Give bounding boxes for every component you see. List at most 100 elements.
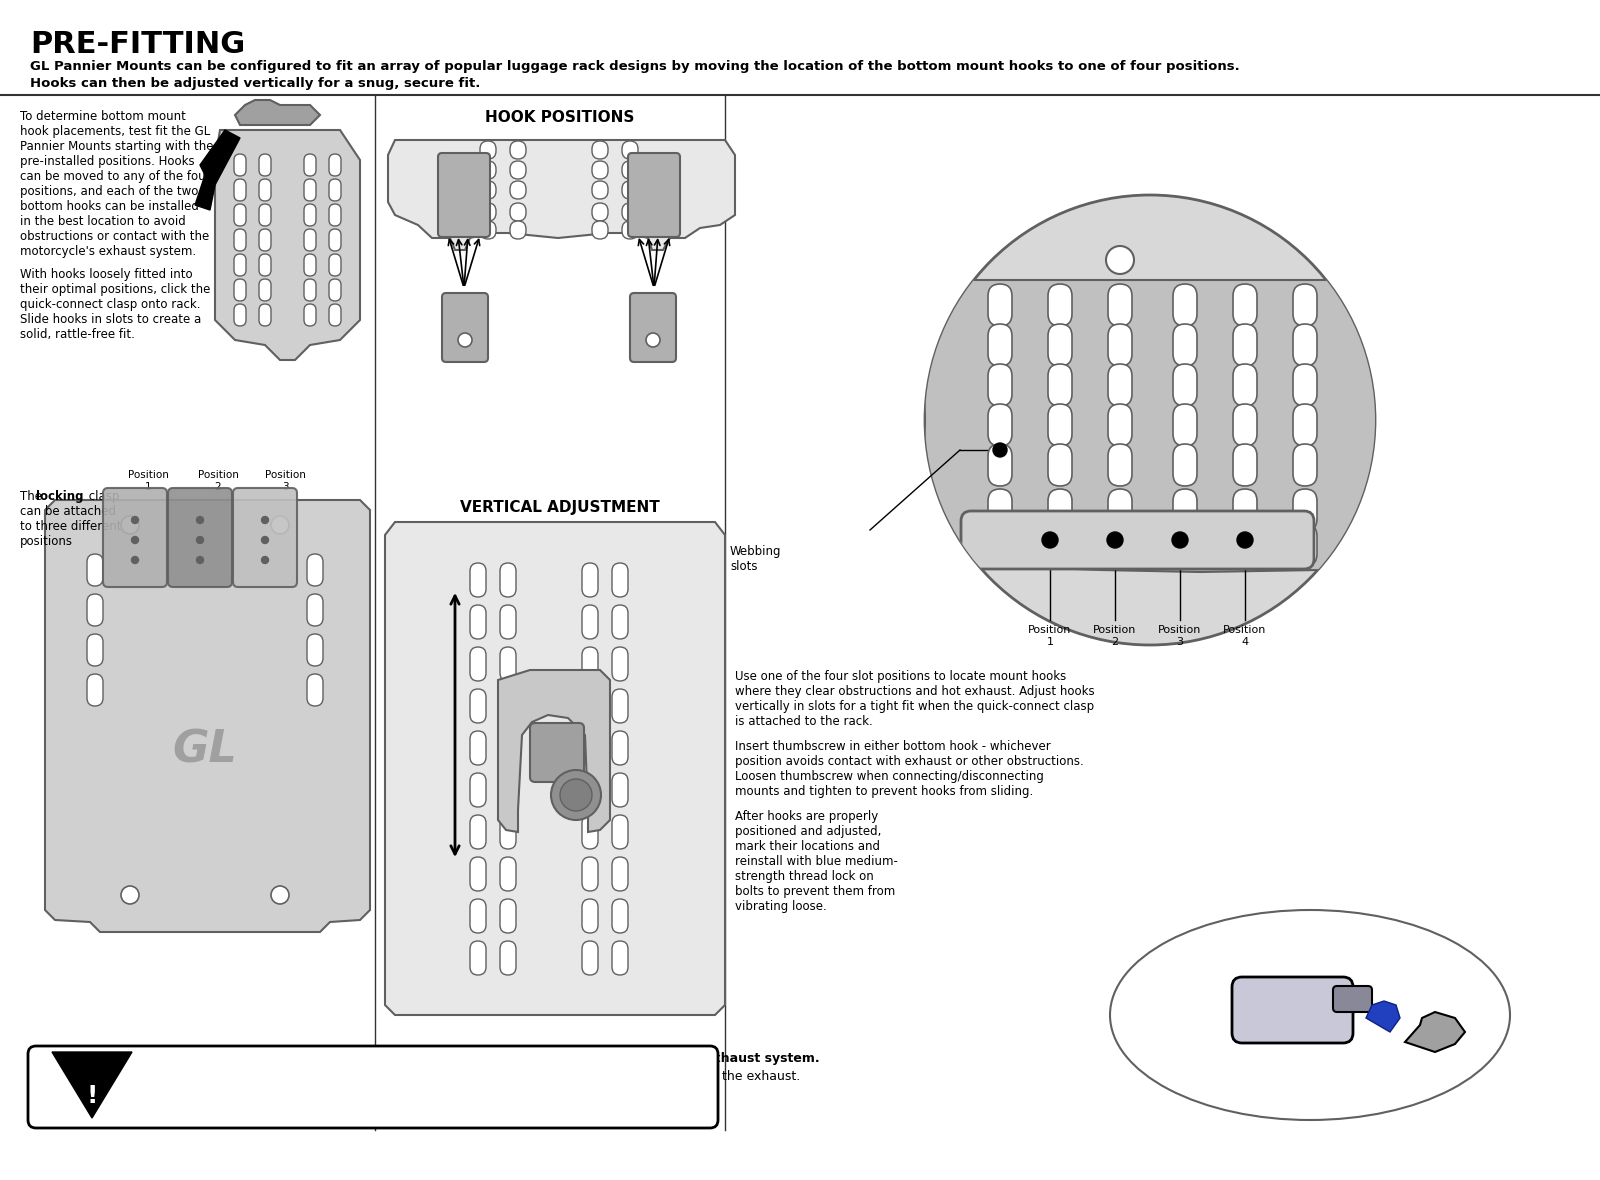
Text: locking: locking — [35, 490, 83, 503]
FancyBboxPatch shape — [480, 160, 496, 179]
FancyBboxPatch shape — [470, 815, 486, 848]
FancyBboxPatch shape — [582, 689, 598, 723]
FancyBboxPatch shape — [168, 489, 232, 586]
Circle shape — [1237, 532, 1253, 548]
FancyBboxPatch shape — [234, 229, 246, 251]
FancyBboxPatch shape — [510, 203, 526, 221]
FancyBboxPatch shape — [592, 140, 608, 159]
FancyBboxPatch shape — [611, 730, 627, 765]
Text: Position
3: Position 3 — [264, 470, 306, 492]
FancyBboxPatch shape — [304, 155, 317, 176]
Text: to three different: to three different — [19, 520, 122, 533]
FancyBboxPatch shape — [1293, 489, 1317, 531]
Polygon shape — [195, 130, 240, 210]
Text: hook placements, test fit the GL: hook placements, test fit the GL — [19, 125, 210, 138]
FancyBboxPatch shape — [259, 155, 270, 176]
FancyBboxPatch shape — [330, 204, 341, 227]
Text: Use one of the four slot positions to locate mount hooks: Use one of the four slot positions to lo… — [734, 670, 1066, 683]
FancyBboxPatch shape — [307, 594, 323, 627]
FancyBboxPatch shape — [611, 563, 627, 597]
FancyBboxPatch shape — [330, 155, 341, 176]
FancyBboxPatch shape — [1234, 524, 1258, 566]
FancyBboxPatch shape — [1293, 284, 1317, 326]
Text: their optimal positions, click the: their optimal positions, click the — [19, 283, 210, 296]
FancyBboxPatch shape — [582, 899, 598, 933]
Text: Position
2: Position 2 — [197, 470, 238, 492]
FancyBboxPatch shape — [611, 647, 627, 681]
FancyBboxPatch shape — [989, 363, 1013, 406]
Text: Webbing
slots: Webbing slots — [730, 545, 781, 573]
FancyBboxPatch shape — [1107, 324, 1133, 366]
FancyBboxPatch shape — [582, 605, 598, 640]
Text: GL Pannier Mounts can be configured to fit an array of popular luggage rack desi: GL Pannier Mounts can be configured to f… — [30, 60, 1240, 73]
Circle shape — [197, 537, 203, 544]
FancyBboxPatch shape — [510, 181, 526, 199]
FancyBboxPatch shape — [989, 404, 1013, 446]
FancyBboxPatch shape — [622, 181, 638, 199]
Text: mounts and tighten to prevent hooks from sliding.: mounts and tighten to prevent hooks from… — [734, 785, 1034, 798]
Text: HOOK POSITIONS: HOOK POSITIONS — [485, 110, 635, 125]
Circle shape — [560, 779, 592, 811]
Circle shape — [270, 886, 290, 904]
Circle shape — [122, 886, 139, 904]
Text: Hooks can then be adjusted vertically for a snug, secure fit.: Hooks can then be adjusted vertically fo… — [30, 77, 480, 90]
FancyBboxPatch shape — [1333, 986, 1373, 1012]
FancyBboxPatch shape — [470, 689, 486, 723]
Polygon shape — [498, 670, 610, 832]
FancyBboxPatch shape — [1173, 363, 1197, 406]
FancyBboxPatch shape — [1048, 489, 1072, 531]
FancyBboxPatch shape — [499, 815, 515, 848]
Text: in the best location to avoid: in the best location to avoid — [19, 215, 186, 228]
FancyBboxPatch shape — [470, 563, 486, 597]
Text: With hooks loosely fitted into: With hooks loosely fitted into — [19, 268, 192, 281]
FancyBboxPatch shape — [582, 563, 598, 597]
FancyBboxPatch shape — [962, 511, 1314, 569]
FancyBboxPatch shape — [234, 489, 298, 586]
FancyBboxPatch shape — [582, 940, 598, 975]
Text: Insert thumbscrew in either bottom hook - whichever: Insert thumbscrew in either bottom hook … — [734, 740, 1051, 753]
FancyBboxPatch shape — [259, 204, 270, 227]
FancyBboxPatch shape — [1173, 284, 1197, 326]
FancyBboxPatch shape — [234, 278, 246, 301]
Circle shape — [122, 516, 139, 535]
Text: Position
1: Position 1 — [1029, 625, 1072, 647]
Text: strength thread lock on: strength thread lock on — [734, 870, 874, 883]
FancyBboxPatch shape — [530, 723, 584, 782]
FancyBboxPatch shape — [1234, 404, 1258, 446]
FancyBboxPatch shape — [86, 674, 102, 706]
FancyBboxPatch shape — [330, 254, 341, 276]
FancyBboxPatch shape — [442, 293, 488, 362]
Text: where they clear obstructions and hot exhaust. Adjust hooks: where they clear obstructions and hot ex… — [734, 686, 1094, 699]
FancyBboxPatch shape — [510, 221, 526, 240]
FancyBboxPatch shape — [1107, 444, 1133, 486]
FancyBboxPatch shape — [1107, 284, 1133, 326]
FancyBboxPatch shape — [304, 254, 317, 276]
Circle shape — [925, 195, 1374, 645]
FancyBboxPatch shape — [480, 181, 496, 199]
FancyBboxPatch shape — [1173, 524, 1197, 566]
FancyBboxPatch shape — [259, 304, 270, 326]
Text: positions: positions — [19, 535, 74, 548]
Circle shape — [1171, 532, 1187, 548]
FancyBboxPatch shape — [622, 221, 638, 240]
FancyBboxPatch shape — [989, 524, 1013, 566]
FancyBboxPatch shape — [582, 647, 598, 681]
FancyBboxPatch shape — [234, 304, 246, 326]
FancyBboxPatch shape — [499, 857, 515, 891]
Text: positioned and adjusted,: positioned and adjusted, — [734, 825, 882, 838]
FancyBboxPatch shape — [611, 899, 627, 933]
FancyBboxPatch shape — [307, 634, 323, 666]
FancyBboxPatch shape — [989, 284, 1013, 326]
FancyBboxPatch shape — [1234, 324, 1258, 366]
Text: positions, and each of the two: positions, and each of the two — [19, 185, 198, 198]
FancyBboxPatch shape — [582, 815, 598, 848]
FancyBboxPatch shape — [592, 160, 608, 179]
FancyBboxPatch shape — [582, 773, 598, 807]
FancyBboxPatch shape — [1107, 489, 1133, 531]
Text: GL: GL — [173, 728, 237, 772]
FancyBboxPatch shape — [1173, 444, 1197, 486]
Text: reinstall with blue medium-: reinstall with blue medium- — [734, 856, 898, 868]
FancyBboxPatch shape — [1173, 404, 1197, 446]
FancyBboxPatch shape — [1048, 284, 1072, 326]
FancyBboxPatch shape — [304, 304, 317, 326]
